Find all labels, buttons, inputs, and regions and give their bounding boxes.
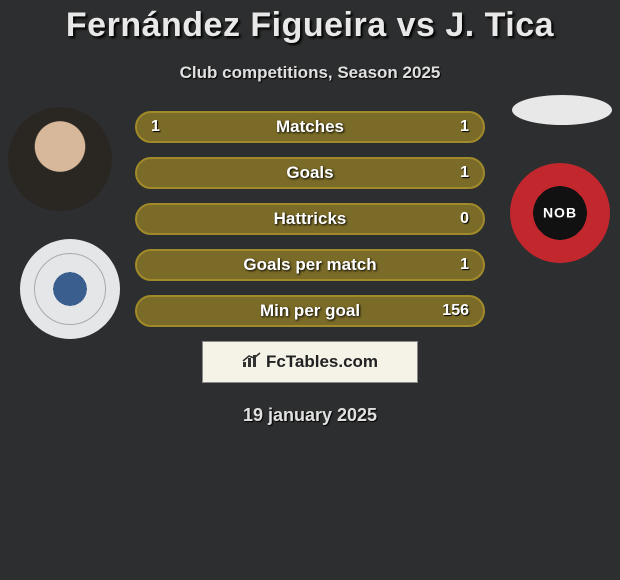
stat-row: Goals per match 1 (135, 249, 485, 281)
stat-right-value: 156 (435, 302, 469, 320)
player-left-avatar (8, 107, 112, 211)
face-placeholder-icon (8, 107, 112, 211)
stat-label: Hattricks (274, 209, 347, 229)
brand-text: FcTables.com (266, 352, 378, 372)
stat-rows: 1 Matches 1 Goals 1 Hattricks 0 Goals pe… (135, 111, 485, 327)
comparison-arena: NOB 1 Matches 1 Goals 1 Hattricks 0 Goal… (0, 111, 620, 426)
stat-row: Goals 1 (135, 157, 485, 189)
club-right-crest: NOB (510, 163, 610, 263)
stat-right-value: 1 (435, 164, 469, 182)
stat-label: Matches (276, 117, 344, 137)
crest-text: NOB (543, 205, 577, 221)
stat-row: Hattricks 0 (135, 203, 485, 235)
player-right-avatar (512, 95, 612, 125)
stat-label: Goals (286, 163, 333, 183)
stat-right-value: 0 (435, 210, 469, 228)
club-left-crest (20, 239, 120, 339)
stat-row: 1 Matches 1 (135, 111, 485, 143)
subtitle: Club competitions, Season 2025 (0, 63, 620, 83)
chart-icon (242, 352, 262, 373)
stat-right-value: 1 (435, 256, 469, 274)
brand-box[interactable]: FcTables.com (202, 341, 418, 383)
stat-left-value: 1 (151, 118, 185, 136)
stat-label: Goals per match (243, 255, 376, 275)
page-title: Fernández Figueira vs J. Tica (0, 0, 620, 45)
stat-label: Min per goal (260, 301, 360, 321)
date-label: 19 january 2025 (0, 405, 620, 426)
stat-row: Min per goal 156 (135, 295, 485, 327)
crest-inner-icon (34, 253, 106, 325)
stat-right-value: 1 (435, 118, 469, 136)
